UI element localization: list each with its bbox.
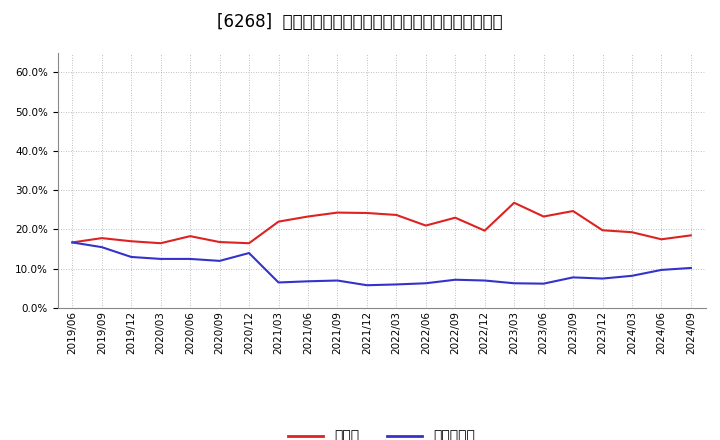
Text: [6268]  現預金、有利子負債の総資産に対する比率の推移: [6268] 現預金、有利子負債の総資産に対する比率の推移 — [217, 13, 503, 31]
Legend: 現預金, 有利子負債: 現預金, 有利子負債 — [283, 424, 480, 440]
